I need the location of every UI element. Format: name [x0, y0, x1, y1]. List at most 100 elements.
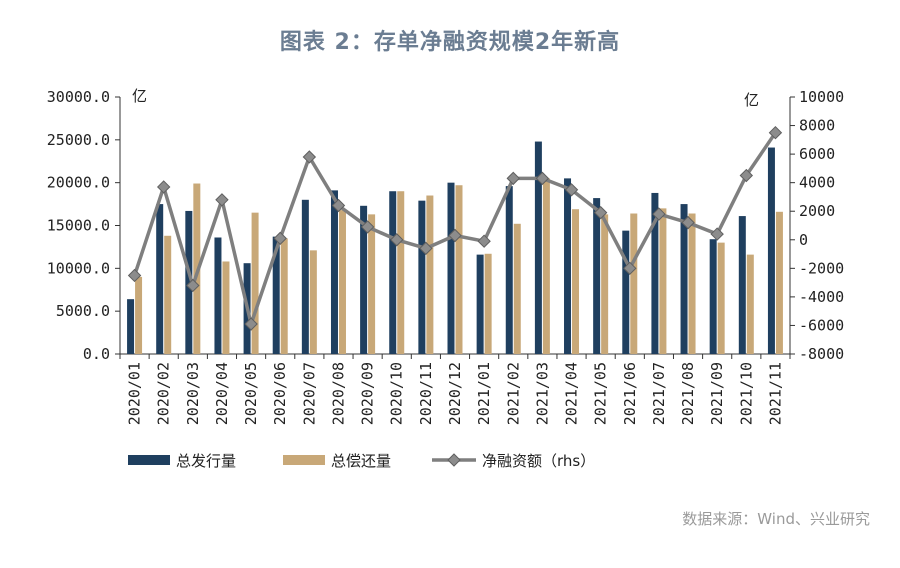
right-tick-label: 4000 [799, 174, 835, 192]
right-tick-label: 6000 [799, 145, 835, 163]
net-financing-point [739, 168, 754, 183]
bar-total-repayment [222, 261, 230, 354]
legend-label-issuance: 总发行量 [176, 452, 236, 470]
bar-total-issuance [767, 147, 775, 354]
x-tick-label: 2020/10 [388, 362, 406, 425]
bar-total-repayment [309, 250, 317, 354]
net-financing-point [419, 241, 433, 256]
bar-total-issuance [418, 200, 426, 354]
bar-total-repayment [717, 242, 725, 354]
bar-total-repayment [572, 209, 580, 354]
bar-total-repayment [368, 214, 376, 354]
net-financing-point [127, 268, 142, 283]
right-tick-label: -6000 [799, 316, 844, 334]
legend-label-net: 净融资额（rhs） [482, 452, 595, 470]
bar-total-repayment [659, 208, 667, 354]
x-tick-label: 2020/11 [417, 362, 435, 425]
axes [115, 96, 795, 359]
right-tick-label: -4000 [799, 288, 844, 306]
x-tick-label: 2020/09 [359, 362, 377, 425]
x-tick-label: 2020/06 [271, 362, 289, 425]
bar-total-repayment [746, 254, 754, 354]
net-financing-point [623, 261, 637, 276]
bar-total-issuance [360, 205, 368, 354]
x-tick-label: 2020/12 [446, 362, 464, 425]
net-financing-point [652, 207, 666, 221]
right-tick-label: -8000 [799, 345, 844, 363]
x-tick-label: 2021/05 [592, 362, 610, 425]
net-financing-point [360, 220, 375, 234]
x-tick-label: 2021/11 [766, 362, 784, 425]
bar-total-issuance [505, 186, 513, 354]
right-tick-label: 10000 [799, 88, 844, 106]
bar-total-repayment [542, 178, 550, 354]
net-financing-point [535, 171, 550, 186]
bar-total-repayment [251, 212, 259, 354]
left-tick-label: 0.0 [83, 345, 110, 363]
bar-total-repayment [601, 214, 609, 354]
bar-total-repayment [426, 195, 434, 354]
bar-total-issuance [680, 204, 688, 354]
x-tick-label: 2020/05 [242, 362, 260, 425]
x-tick-label: 2021/10 [737, 362, 755, 425]
bar-total-repayment [135, 276, 143, 354]
x-tick-label: 2021/04 [563, 362, 581, 425]
bar-total-issuance [709, 239, 717, 354]
bar-total-issuance [651, 192, 659, 354]
series-net-financing [127, 125, 783, 331]
bar-total-issuance [185, 210, 193, 354]
bar-total-repayment [338, 210, 346, 354]
x-tick-label: 2020/07 [300, 362, 318, 425]
bar-total-repayment [775, 211, 783, 354]
legend-label-repayment: 总偿还量 [331, 452, 391, 470]
x-tick-label: 2021/08 [679, 362, 697, 425]
bar-total-issuance [127, 299, 135, 354]
chart-title: 图表 2：存单净融资规模2年新高 [279, 30, 621, 55]
bar-total-repayment [484, 253, 492, 354]
x-tick-label: 2020/02 [155, 362, 173, 425]
right-tick-label: 2000 [799, 202, 835, 220]
bar-total-repayment [280, 238, 288, 354]
net-financing-point [564, 183, 579, 197]
bar-total-issuance [476, 254, 484, 354]
legend-swatch-issuance [128, 455, 170, 465]
net-financing-point [593, 205, 608, 220]
legend-swatch-repayment [283, 455, 325, 465]
x-tick-label: 2020/04 [213, 362, 231, 425]
left-tick-label: 10000.0 [47, 259, 110, 277]
bar-total-issuance [389, 191, 397, 354]
bar-total-issuance [593, 198, 601, 354]
right-unit-label: 亿 [744, 91, 759, 109]
bar-total-repayment [630, 213, 638, 354]
legend: 总发行量 总偿还量 净融资额（rhs） [128, 452, 595, 470]
net-financing-point [390, 233, 404, 247]
x-tick-label: 2020/03 [184, 362, 202, 425]
x-tick-label: 2021/06 [621, 362, 639, 425]
net-financing-point [186, 278, 200, 293]
x-tick-label: 2020/01 [126, 362, 144, 425]
bar-total-issuance [330, 190, 338, 354]
bar-total-issuance [447, 182, 455, 354]
bar-total-issuance [156, 204, 164, 354]
bar-total-issuance [564, 178, 572, 354]
left-unit-label: 亿 [132, 87, 147, 105]
left-tick-label: 30000.0 [47, 88, 110, 106]
net-financing-point [273, 231, 287, 246]
left-tick-label: 20000.0 [47, 174, 110, 192]
bar-total-issuance [534, 141, 542, 354]
bar-total-repayment [455, 185, 463, 354]
legend-marker-net [447, 453, 461, 467]
tick-labels: 0.0 5000.0 10000.0 15000.0 20000.0 25000.0 300… [47, 87, 844, 425]
net-financing-point [302, 150, 317, 164]
x-tick-label: 2021/07 [650, 362, 668, 425]
bar-total-issuance [214, 237, 222, 354]
bar-total-issuance [272, 236, 280, 354]
bar-total-issuance [622, 230, 630, 354]
left-tick-label: 5000.0 [56, 302, 110, 320]
right-tick-label: 0 [799, 231, 808, 249]
net-financing-point [477, 234, 491, 248]
net-financing-point [710, 227, 724, 241]
x-tick-label: 2021/03 [533, 362, 551, 425]
bar-total-issuance [738, 216, 746, 354]
